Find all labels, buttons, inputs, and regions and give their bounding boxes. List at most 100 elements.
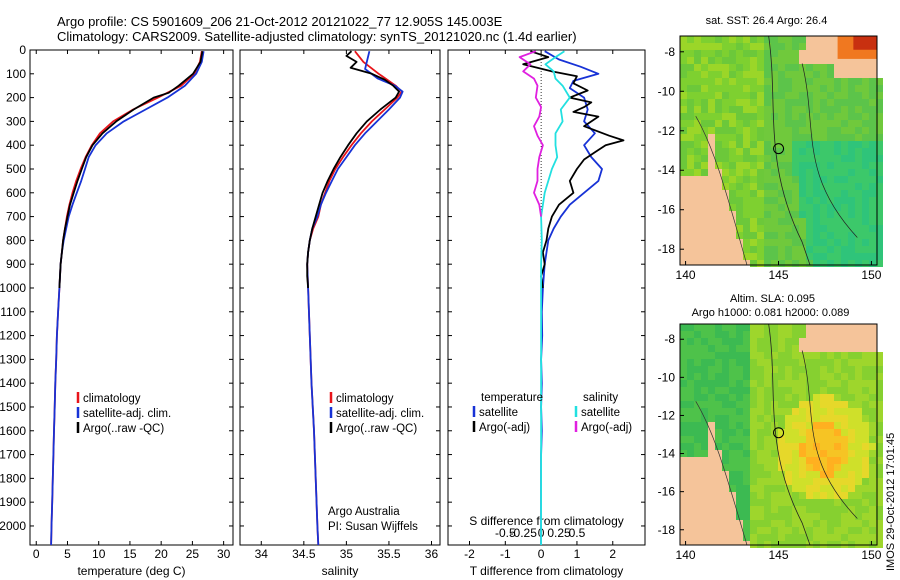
map-cell	[806, 232, 813, 239]
map-cell	[687, 352, 694, 359]
map-cell	[813, 366, 820, 373]
map-cell	[722, 43, 729, 50]
map-cell	[757, 464, 764, 471]
map-cell	[715, 324, 722, 331]
shelf-contour	[801, 63, 858, 238]
map-cell	[841, 183, 848, 190]
map-cell	[876, 218, 883, 225]
map-cell	[841, 113, 848, 120]
legend-entry: satellite	[479, 407, 518, 419]
map-cell	[750, 134, 757, 141]
map-cell	[736, 331, 743, 338]
map-cell	[799, 78, 806, 85]
map-cell	[694, 57, 701, 64]
map-cell	[869, 415, 876, 422]
map-cell	[876, 408, 883, 415]
map-cell	[764, 401, 771, 408]
map-cell	[827, 169, 834, 176]
map-cell	[785, 71, 792, 78]
y-tick-label: 1900	[0, 495, 26, 509]
map-cell	[785, 260, 792, 267]
map-cell	[848, 232, 855, 239]
map-cell	[848, 85, 855, 92]
map-cell	[694, 71, 701, 78]
map-cell	[862, 373, 869, 380]
s-tick-label: 0.25	[547, 526, 571, 540]
map-cell	[848, 366, 855, 373]
map-cell	[687, 450, 694, 457]
map-cell	[827, 134, 834, 141]
map-cell	[848, 506, 855, 513]
map-cell	[813, 457, 820, 464]
map-cell	[729, 436, 736, 443]
map-cell	[687, 78, 694, 85]
map-cell	[729, 380, 736, 387]
map-cell	[827, 422, 834, 429]
map-cell	[799, 204, 806, 211]
map-cell	[722, 92, 729, 99]
map-cell	[680, 394, 687, 401]
map-cell	[785, 366, 792, 373]
map-cell	[785, 148, 792, 155]
map-cell	[855, 232, 862, 239]
map-cell	[876, 485, 883, 492]
map-cell	[841, 120, 848, 127]
map-cell	[820, 373, 827, 380]
map-cell	[694, 408, 701, 415]
map-cell	[806, 134, 813, 141]
map-cell	[743, 197, 750, 204]
map-cell	[736, 366, 743, 373]
map-cell	[729, 204, 736, 211]
map-cell	[750, 478, 757, 485]
map-cell	[715, 85, 722, 92]
map-cell	[771, 394, 778, 401]
map-cell	[757, 64, 764, 71]
map-cell	[771, 366, 778, 373]
map-cell	[680, 359, 687, 366]
map-cell	[736, 211, 743, 218]
map-cell	[834, 155, 841, 162]
map-cell	[694, 99, 701, 106]
map-cell	[757, 197, 764, 204]
map-cell	[694, 120, 701, 127]
map-cell	[848, 443, 855, 450]
x-tick-label: 36	[425, 547, 439, 561]
lat-tick-label: -18	[658, 242, 676, 256]
map-cell	[834, 113, 841, 120]
map-cell	[736, 436, 743, 443]
map-cell	[729, 78, 736, 85]
map-cell	[862, 513, 869, 520]
map-cell	[855, 190, 862, 197]
map-cell	[687, 36, 694, 43]
map-cell	[785, 443, 792, 450]
map-cell	[722, 443, 729, 450]
map-cell	[722, 162, 729, 169]
map-cell	[799, 485, 806, 492]
map-cell	[799, 534, 806, 541]
map-cell	[701, 401, 708, 408]
map-cell	[799, 246, 806, 253]
map-cell	[869, 183, 876, 190]
annotation-line: PI: Susan Wijffels	[328, 521, 418, 533]
y-tick-label: 1600	[0, 424, 26, 438]
map-cell	[736, 394, 743, 401]
map-cell	[778, 366, 785, 373]
map-cell	[799, 471, 806, 478]
map-cell	[792, 471, 799, 478]
map-cell	[743, 436, 750, 443]
map-cell	[813, 436, 820, 443]
map-cell	[736, 464, 743, 471]
map-cell	[827, 415, 834, 422]
map-cell	[813, 106, 820, 113]
map-cell	[792, 57, 799, 64]
map-cell	[750, 380, 757, 387]
map-cell	[750, 485, 757, 492]
map-cell	[820, 401, 827, 408]
map-cell	[757, 366, 764, 373]
y-tick-label: 1800	[0, 471, 26, 485]
map-cell	[855, 127, 862, 134]
map-cell	[715, 401, 722, 408]
map-cell	[876, 513, 883, 520]
map-cell	[757, 253, 764, 260]
map-cell	[862, 534, 869, 541]
